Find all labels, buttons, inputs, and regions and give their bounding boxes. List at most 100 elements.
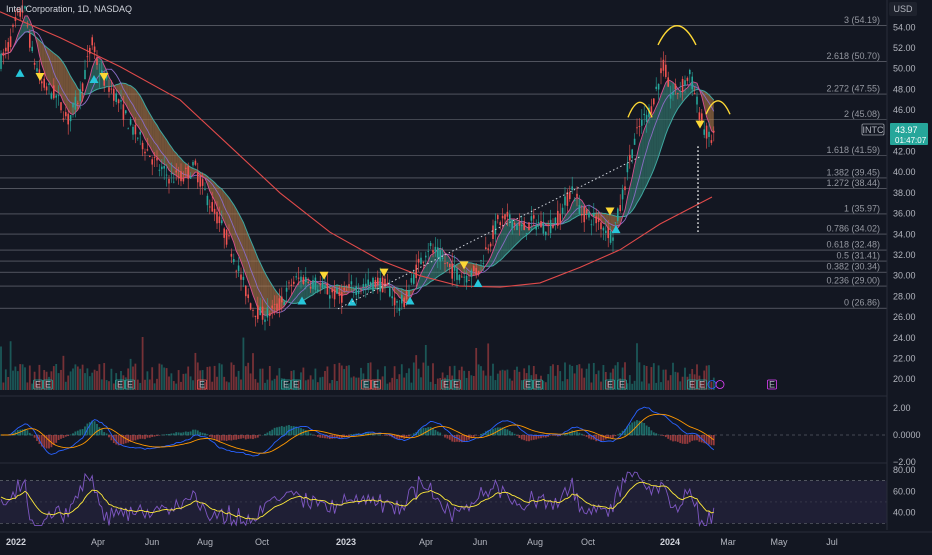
candle-body xyxy=(483,263,485,264)
volume-bar xyxy=(190,376,192,390)
macd-histogram-bar xyxy=(588,435,590,438)
macd-histogram-bar xyxy=(255,435,257,438)
fib-level-label: 0.786 (34.02) xyxy=(826,224,880,234)
candle-body xyxy=(401,295,403,304)
ribbon-segment xyxy=(140,96,142,133)
volume-bar xyxy=(358,378,360,390)
candle-body xyxy=(629,155,631,161)
volume-bar xyxy=(574,373,576,390)
candle-body xyxy=(29,34,31,48)
volume-bar xyxy=(178,370,180,390)
candle-body xyxy=(399,308,401,311)
rsi-tick-label: 60.00 xyxy=(893,486,916,496)
volume-bar xyxy=(507,370,509,390)
volume-bar xyxy=(331,380,333,390)
candle-body xyxy=(240,275,242,280)
volume-bar xyxy=(432,363,434,390)
volume-bar xyxy=(228,382,230,390)
macd-histogram-bar xyxy=(514,434,516,435)
volume-bar xyxy=(187,367,189,390)
volume-bar xyxy=(24,367,26,390)
macd-histogram-bar xyxy=(473,435,475,437)
candle-body xyxy=(305,277,307,282)
candle-body xyxy=(432,250,434,252)
earnings-marker-label: E xyxy=(117,380,123,390)
volume-bar xyxy=(437,379,439,390)
volume-bar xyxy=(151,367,153,390)
macd-histogram-bar xyxy=(166,434,168,435)
candle-body xyxy=(411,278,413,283)
volume-bar xyxy=(7,377,9,390)
volume-bar xyxy=(660,382,662,390)
ribbon-segment xyxy=(253,246,255,301)
macd-histogram-bar xyxy=(250,435,252,439)
volume-bar xyxy=(389,382,391,390)
candle-body xyxy=(355,286,357,295)
volume-bar xyxy=(192,380,194,390)
volume-bar xyxy=(156,379,158,390)
volume-bar xyxy=(3,383,5,390)
candle-body xyxy=(199,176,201,186)
ribbon-segment xyxy=(651,112,653,175)
candle-body xyxy=(439,250,441,262)
macd-histogram-bar xyxy=(586,435,588,437)
candle-body xyxy=(468,280,470,281)
ribbon-segment xyxy=(656,102,658,163)
currency-label[interactable]: USD xyxy=(893,4,913,14)
volume-bar xyxy=(336,381,338,390)
candle-body xyxy=(567,192,569,206)
candle-body xyxy=(444,263,446,264)
volume-bar xyxy=(427,366,429,390)
candle-body xyxy=(91,37,93,45)
fib-level-label: 2 (45.08) xyxy=(844,109,880,119)
volume-bar xyxy=(504,371,506,390)
volume-bar xyxy=(461,367,463,390)
volume-bar xyxy=(550,366,552,390)
candle-body xyxy=(72,103,74,108)
price-tick-label: 32.00 xyxy=(893,250,916,260)
price-tick-label: 54.00 xyxy=(893,22,916,32)
time-axis-label: Oct xyxy=(255,537,270,547)
ribbon-segment xyxy=(507,219,509,253)
candle-body xyxy=(154,157,156,158)
candle-body xyxy=(46,86,48,90)
volume-bar xyxy=(646,366,648,390)
time-axis-label: May xyxy=(770,537,788,547)
candle-body xyxy=(696,97,698,105)
price-tick-label: 38.00 xyxy=(893,188,916,198)
candle-body xyxy=(507,212,509,217)
volume-bar xyxy=(329,383,331,390)
ribbon-segment xyxy=(695,82,697,90)
macd-histogram-bar xyxy=(283,427,285,436)
candle-body xyxy=(603,228,605,231)
candle-body xyxy=(413,274,415,283)
candle-body xyxy=(511,220,513,229)
macd-histogram-bar xyxy=(519,435,521,438)
candle-body xyxy=(204,189,206,190)
volume-bar xyxy=(682,377,684,390)
volume-bar xyxy=(384,366,386,390)
candle-body xyxy=(147,149,149,150)
candle-body xyxy=(552,226,554,228)
macd-histogram-bar xyxy=(610,435,612,438)
macd-histogram-bar xyxy=(550,435,552,436)
macd-histogram-bar xyxy=(675,435,677,441)
volume-bar xyxy=(636,343,638,390)
volume-bar xyxy=(257,383,259,390)
volume-bar xyxy=(183,374,185,390)
macd-histogram-bar xyxy=(156,435,158,436)
candle-body xyxy=(459,275,461,280)
candle-body xyxy=(55,95,57,97)
macd-histogram-bar xyxy=(531,435,533,440)
candle-body xyxy=(591,224,593,225)
chart-title: Intel Corporation, 1D, NASDAQ xyxy=(6,4,132,14)
candle xyxy=(528,222,530,230)
earnings-marker-label: E xyxy=(293,380,299,390)
volume-bar xyxy=(233,365,235,390)
macd-histogram-bar xyxy=(322,435,324,438)
volume-bar xyxy=(303,368,305,390)
volume-bar xyxy=(519,372,521,390)
macd-histogram-bar xyxy=(159,435,161,436)
